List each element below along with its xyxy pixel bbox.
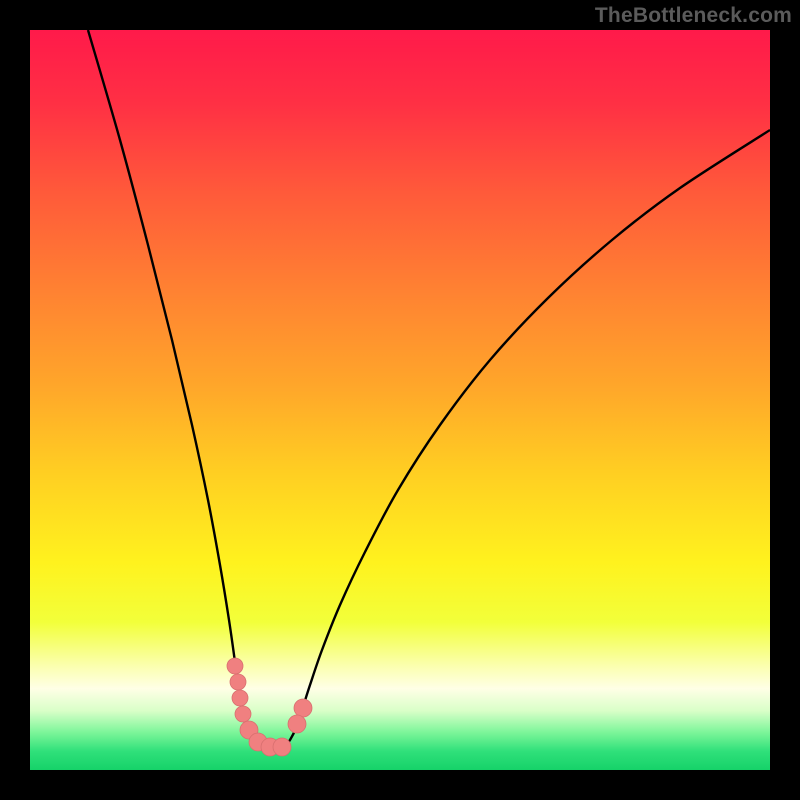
data-marker [273,738,291,756]
data-marker [227,658,243,674]
watermark-text: TheBottleneck.com [595,4,792,28]
data-marker [230,674,246,690]
chart-frame: TheBottleneck.com [0,0,800,800]
gradient-background [30,30,770,770]
data-marker [294,699,312,717]
plot-area [30,30,770,770]
data-marker [232,690,248,706]
data-marker [235,706,251,722]
plot-svg [30,30,770,770]
data-marker [288,715,306,733]
